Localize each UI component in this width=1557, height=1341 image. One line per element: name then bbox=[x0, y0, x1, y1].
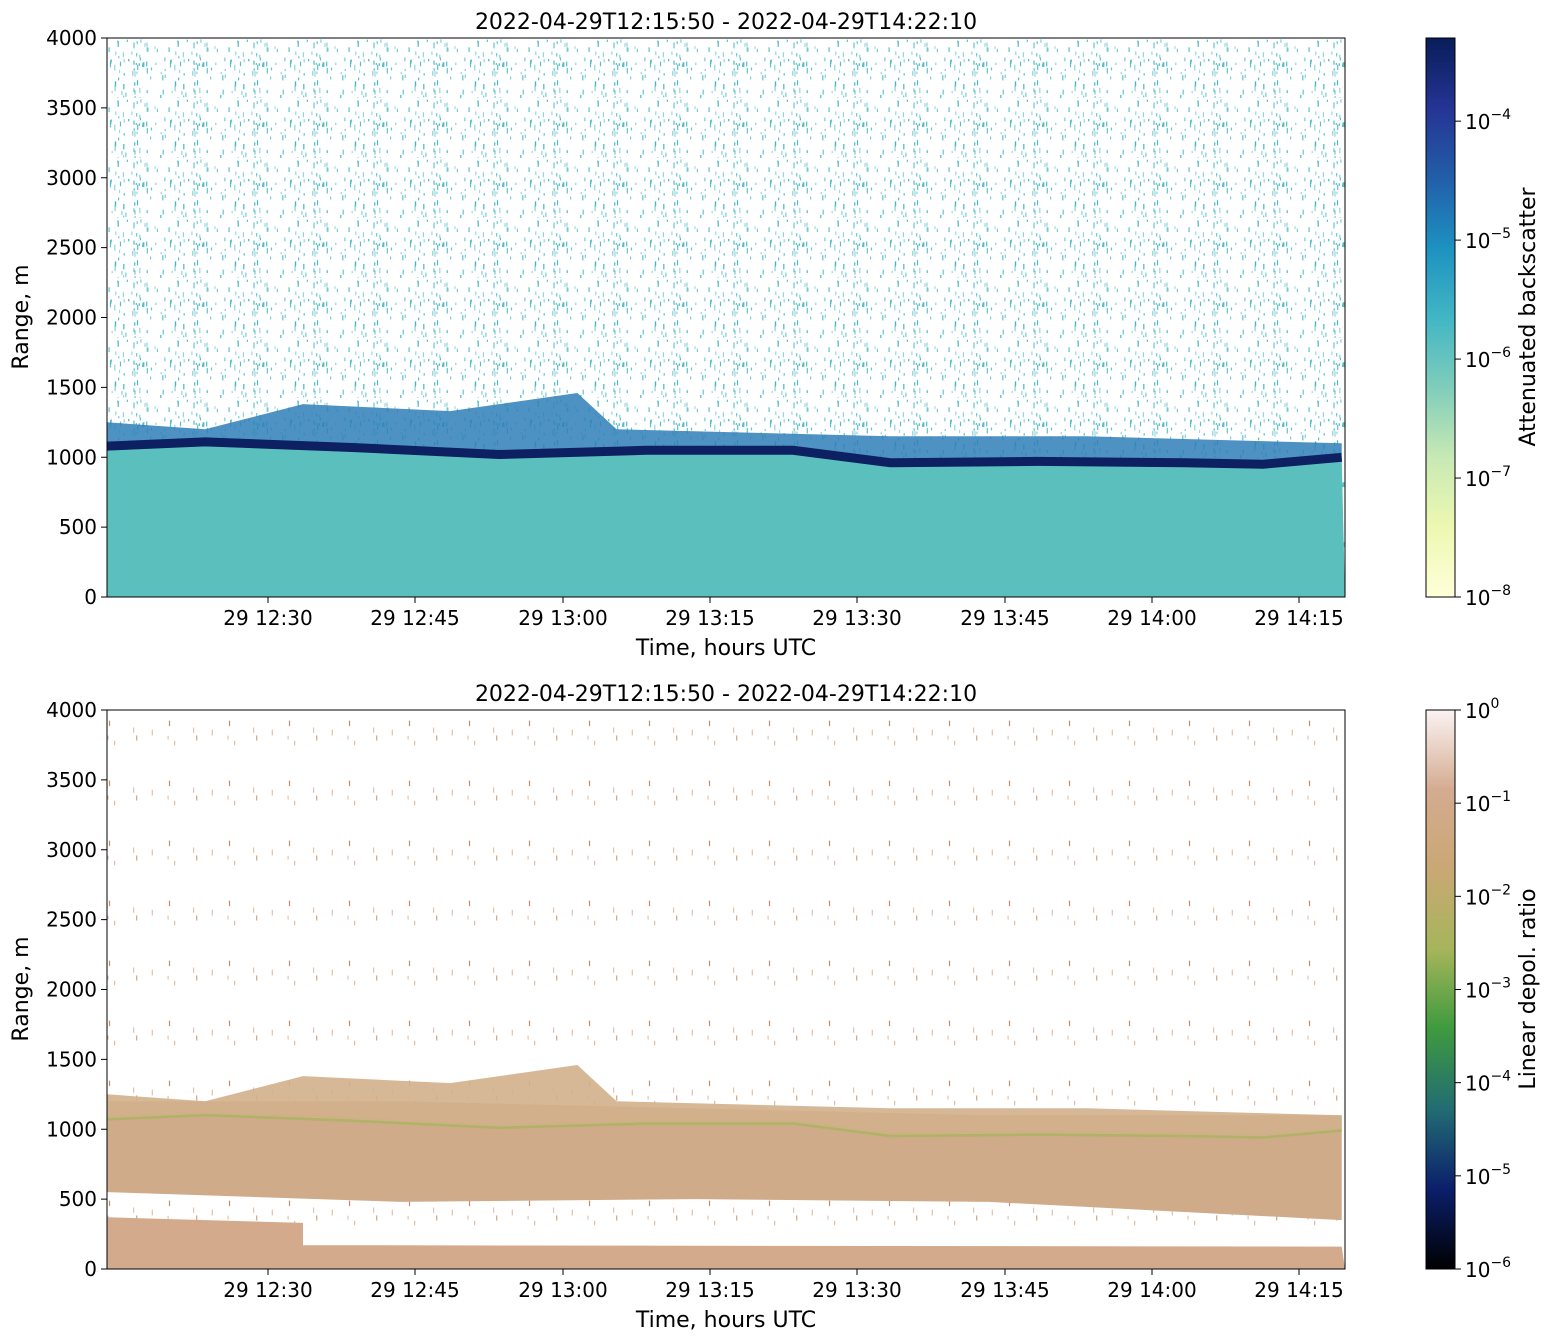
y-tick-label: 1500 bbox=[46, 1047, 97, 1071]
depol-y-label: Range, m bbox=[9, 936, 34, 1041]
backscatter-title: 2022-04-29T12:15:50 - 2022-04-29T14:22:1… bbox=[475, 10, 977, 35]
depol-colorbar-ticks: 10−6 10−5 10−4 10−3 10−2 10−1 100 bbox=[1455, 696, 1511, 1282]
x-tick-label: 29 13:30 bbox=[812, 606, 901, 630]
backscatter-cloud-base bbox=[106, 437, 1343, 469]
y-tick-label: 500 bbox=[59, 515, 97, 539]
y-tick-label: 2500 bbox=[46, 908, 97, 932]
y-tick-label: 1500 bbox=[46, 375, 97, 399]
colorbar-tick-label: 10−6 bbox=[1465, 1255, 1511, 1282]
y-tick-label: 3500 bbox=[46, 96, 97, 120]
y-tick-label: 3000 bbox=[46, 166, 97, 190]
colorbar-tick-label: 10−6 bbox=[1465, 345, 1511, 372]
backscatter-colorbar: 10−8 10−7 10−6 10−5 10−4 Attenuated backscat… bbox=[1425, 37, 1541, 610]
depol-colorbar: 10−6 10−5 10−4 10−3 10−2 10−1 100 Linear depol… bbox=[1425, 696, 1541, 1282]
depol-x-axis: 29 12:30 29 12:45 29 13:00 29 13:15 29 13:30… bbox=[223, 1269, 1344, 1302]
backscatter-heatmap bbox=[106, 38, 1345, 597]
y-tick-label: 2000 bbox=[46, 978, 97, 1002]
backscatter-x-label: Time, hours UTC bbox=[635, 636, 816, 661]
y-tick-label: 0 bbox=[84, 585, 97, 609]
x-tick-label: 29 14:00 bbox=[1107, 1278, 1196, 1302]
colorbar-tick-label: 100 bbox=[1465, 696, 1499, 723]
depol-colorbar-label: Linear depol. ratio bbox=[1516, 888, 1541, 1089]
colorbar-tick-label: 10−2 bbox=[1465, 882, 1511, 909]
backscatter-panel: 2022-04-29T12:15:50 - 2022-04-29T14:22:1… bbox=[9, 10, 1541, 661]
y-tick-label: 4000 bbox=[46, 26, 97, 50]
backscatter-y-axis: 0 500 1000 1500 2000 2500 3000 3500 4000 bbox=[46, 26, 107, 609]
x-tick-label: 29 13:00 bbox=[518, 1278, 607, 1302]
depol-y-axis: 0 500 1000 1500 2000 2500 3000 3500 4000 bbox=[46, 698, 107, 1281]
y-tick-label: 1000 bbox=[46, 1117, 97, 1141]
y-tick-label: 1000 bbox=[46, 445, 97, 469]
x-tick-label: 29 12:30 bbox=[223, 1278, 312, 1302]
y-tick-label: 500 bbox=[59, 1187, 97, 1211]
x-tick-label: 29 13:45 bbox=[960, 1278, 1049, 1302]
depol-title: 2022-04-29T12:15:50 - 2022-04-29T14:22:1… bbox=[475, 682, 977, 707]
x-tick-label: 29 13:15 bbox=[665, 1278, 754, 1302]
backscatter-colorbar-label: Attenuated backscatter bbox=[1516, 187, 1541, 447]
backscatter-x-axis: 29 12:30 29 12:45 29 13:00 29 13:15 29 13:30… bbox=[223, 597, 1344, 630]
y-tick-label: 0 bbox=[84, 1257, 97, 1281]
x-tick-label: 29 14:15 bbox=[1254, 1278, 1343, 1302]
colorbar-tick-label: 10−3 bbox=[1465, 976, 1511, 1003]
colorbar-tick-label: 10−4 bbox=[1465, 1069, 1511, 1096]
depol-x-label: Time, hours UTC bbox=[635, 1308, 816, 1333]
colorbar-tick-label: 10−1 bbox=[1465, 789, 1511, 816]
colorbar-tick-label: 10−5 bbox=[1465, 226, 1511, 253]
y-tick-label: 4000 bbox=[46, 698, 97, 722]
backscatter-boundary-layer bbox=[107, 441, 1345, 597]
colorbar-tick-label: 10−7 bbox=[1465, 464, 1511, 491]
colorbar-tick-label: 10−4 bbox=[1465, 107, 1511, 134]
y-tick-label: 2500 bbox=[46, 236, 97, 260]
backscatter-colorbar-gradient bbox=[1425, 37, 1456, 598]
y-tick-label: 2000 bbox=[46, 306, 97, 330]
backscatter-y-label: Range, m bbox=[9, 264, 34, 369]
colorbar-tick-label: 10−8 bbox=[1465, 583, 1511, 610]
x-tick-label: 29 14:00 bbox=[1107, 606, 1196, 630]
depol-cloud-tops bbox=[107, 1065, 1342, 1137]
depol-colorbar-gradient bbox=[1425, 709, 1456, 1270]
depol-heatmap bbox=[106, 710, 1345, 1269]
y-tick-label: 3500 bbox=[46, 768, 97, 792]
x-tick-label: 29 12:30 bbox=[223, 606, 312, 630]
x-tick-label: 29 12:45 bbox=[370, 1278, 459, 1302]
x-tick-label: 29 13:45 bbox=[960, 606, 1049, 630]
x-tick-label: 29 14:15 bbox=[1254, 606, 1343, 630]
x-tick-label: 29 13:00 bbox=[518, 606, 607, 630]
colorbar-tick-label: 10−5 bbox=[1465, 1162, 1511, 1189]
depol-panel: 2022-04-29T12:15:50 - 2022-04-29T14:22:1… bbox=[9, 682, 1541, 1333]
depol-lower-layer bbox=[107, 1217, 1345, 1269]
x-tick-label: 29 13:15 bbox=[665, 606, 754, 630]
x-tick-label: 29 12:45 bbox=[370, 606, 459, 630]
x-tick-label: 29 13:30 bbox=[812, 1278, 901, 1302]
y-tick-label: 3000 bbox=[46, 838, 97, 862]
backscatter-colorbar-ticks: 10−8 10−7 10−6 10−5 10−4 bbox=[1455, 107, 1511, 610]
